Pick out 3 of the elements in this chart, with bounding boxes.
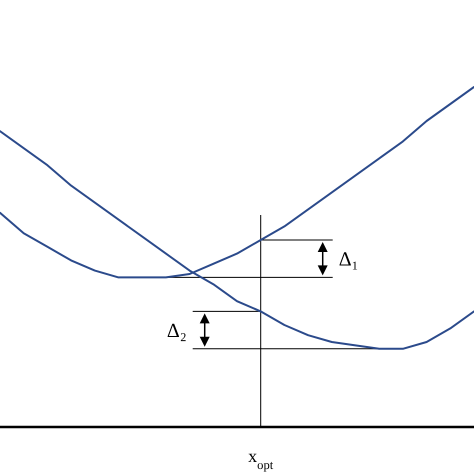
annotation: Δ₂ bbox=[166, 320, 187, 342]
annotation: Δ₁ bbox=[338, 248, 359, 271]
text: x$_{opt}$ bbox=[248, 446, 274, 472]
